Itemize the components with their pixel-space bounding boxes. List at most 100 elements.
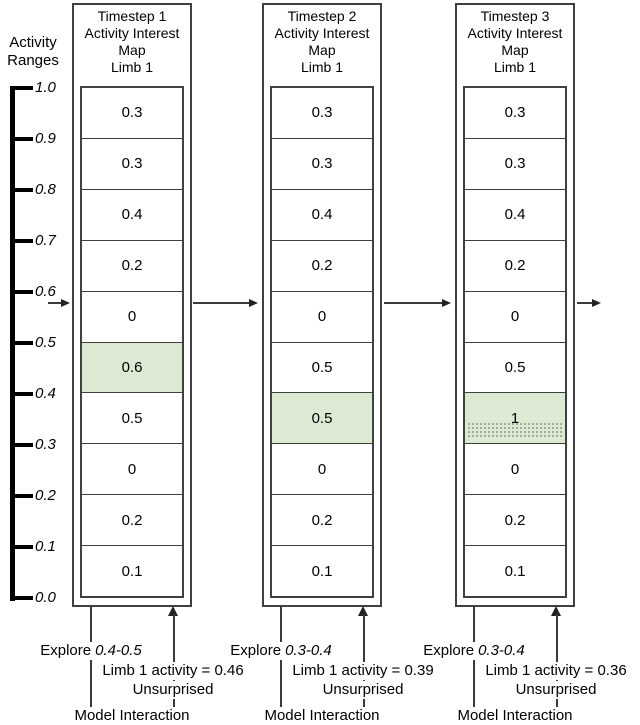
axis-title: Activity Ranges: [0, 34, 66, 70]
explore-label: Explore 0.3-0.4: [228, 642, 334, 660]
timestep-2-column: Timestep 2 Activity Interest Map Limb 1 …: [228, 0, 436, 725]
map-cell: 0: [272, 290, 372, 342]
axis-tick-label: 0.1: [35, 538, 56, 555]
axis-tick: [10, 494, 33, 498]
axis-tick: [10, 239, 33, 243]
header-map-name2: Map: [118, 42, 146, 58]
map-cell: 0: [465, 290, 565, 342]
header-timestep: Timestep 1: [97, 8, 167, 24]
map-cell: 0.3: [272, 88, 372, 138]
model-interaction-label: Model Interaction: [72, 707, 192, 725]
cell-value: 0: [127, 308, 137, 326]
interest-map: 0.3 0.3 0.4 0.2 0 0.5 0.5 0 0.2 0.1: [270, 86, 374, 598]
cell-value: 0: [317, 460, 327, 478]
cell-value: 0.3: [311, 155, 333, 173]
flow-arrow-2: [384, 302, 443, 304]
cell-value: 0: [510, 460, 520, 478]
cell-value: 0.4: [311, 206, 333, 224]
cell-value: 0.5: [311, 409, 333, 427]
up-arrow-icon: [551, 606, 561, 616]
axis-tick: [10, 596, 33, 600]
map-cell: 0.5: [465, 341, 565, 393]
cell-value: 0: [510, 308, 520, 326]
cell-value: 0.5: [504, 358, 526, 376]
header-map-name: Activity Interest: [274, 25, 370, 41]
model-interaction-label: Model Interaction: [455, 707, 575, 725]
cell-value: 0.5: [121, 409, 143, 427]
map-cell: 0.2: [272, 494, 372, 545]
map-cell: 0.3: [465, 137, 565, 189]
map-cell: 0.5: [272, 341, 372, 393]
axis-tick-label: 0.4: [35, 385, 56, 402]
cell-value: 0.2: [121, 511, 143, 529]
cell-value: 0.4: [121, 206, 143, 224]
cell-value: 0.3: [504, 155, 526, 173]
cell-value: 0.1: [311, 562, 333, 580]
cell-value: 0.2: [311, 511, 333, 529]
header-map-name2: Map: [501, 42, 529, 58]
axis-tick-label: 0.9: [35, 130, 56, 147]
cell-value: 0.2: [311, 257, 333, 275]
cell-value: 0.4: [504, 206, 526, 224]
cell-value: 0: [127, 460, 137, 478]
axis-tick: [10, 341, 33, 345]
map-cell: 0.4: [82, 188, 182, 240]
header-limb: Limb 1: [300, 59, 344, 75]
axis-tick: [10, 392, 33, 396]
cell-value: 0.6: [121, 358, 143, 376]
up-arrow-icon: [168, 606, 178, 616]
limb-activity-label: Limb 1 activity = 0.39: [290, 662, 436, 680]
axis-tick-label: 0.0: [35, 589, 56, 606]
right-arrow-icon: [442, 299, 451, 307]
map-cell: 0.5: [82, 392, 182, 443]
map-cell: 0.2: [272, 239, 372, 291]
header-limb: Limb 1: [110, 59, 154, 75]
header-timestep: Timestep 3: [480, 8, 550, 24]
cell-value: 0.3: [121, 104, 143, 122]
flow-arrow-1: [193, 302, 250, 304]
axis-tick: [10, 86, 33, 90]
map-cell: 0.1: [465, 545, 565, 596]
map-cell: 0.3: [272, 137, 372, 189]
up-arrow-icon: [358, 606, 368, 616]
column-header: Timestep 3 Activity Interest Map Limb 1: [449, 8, 581, 76]
timestep-3-column: Timestep 3 Activity Interest Map Limb 1 …: [421, 0, 629, 725]
explore-range: 0.4-0.5: [95, 642, 142, 659]
cell-value: 0.2: [121, 257, 143, 275]
cell-value: 0.3: [311, 104, 333, 122]
map-cell: 0.2: [82, 494, 182, 545]
axis-tick-label: 0.5: [35, 334, 56, 351]
axis-tick: [10, 188, 33, 192]
stipple-texture: [467, 422, 563, 440]
header-map-name2: Map: [308, 42, 336, 58]
axis-tick: [10, 443, 33, 447]
surprise-label: Unsurprised: [320, 681, 406, 699]
column-header: Timestep 2 Activity Interest Map Limb 1: [256, 8, 388, 76]
axis-tick: [10, 137, 33, 141]
cell-value: 0.1: [504, 562, 526, 580]
map-cell-highlighted: 0.6: [82, 341, 182, 393]
limb-activity-label: Limb 1 activity = 0.46: [100, 662, 246, 680]
cell-value: 0.1: [121, 562, 143, 580]
cell-value: 0.3: [121, 155, 143, 173]
interest-map: 0.3 0.3 0.4 0.2 0 0.6 0.5 0 0.2 0.1: [80, 86, 184, 598]
map-cell: 0.4: [272, 188, 372, 240]
limb-activity-label: Limb 1 activity = 0.36: [483, 662, 629, 680]
axis-tick-label: 0.3: [35, 436, 56, 453]
explore-range: 0.3-0.4: [285, 642, 332, 659]
header-timestep: Timestep 2: [287, 8, 357, 24]
header-map-name: Activity Interest: [84, 25, 180, 41]
right-arrow-icon: [61, 299, 70, 307]
map-cell: 0.2: [82, 239, 182, 291]
map-cell: 0: [82, 443, 182, 494]
header-limb: Limb 1: [493, 59, 537, 75]
map-cell: 0.1: [272, 545, 372, 596]
axis-tick-label: 0.7: [35, 232, 56, 249]
map-cell: 0.4: [465, 188, 565, 240]
map-cell-highlighted: 0.5: [272, 392, 372, 444]
map-cell: 0.3: [82, 137, 182, 189]
cell-value: 0.2: [504, 257, 526, 275]
timestep-1-column: Timestep 1 Activity Interest Map Limb 1 …: [38, 0, 246, 725]
axis-tick-label: 0.6: [35, 283, 56, 300]
cell-value: 0.2: [504, 511, 526, 529]
